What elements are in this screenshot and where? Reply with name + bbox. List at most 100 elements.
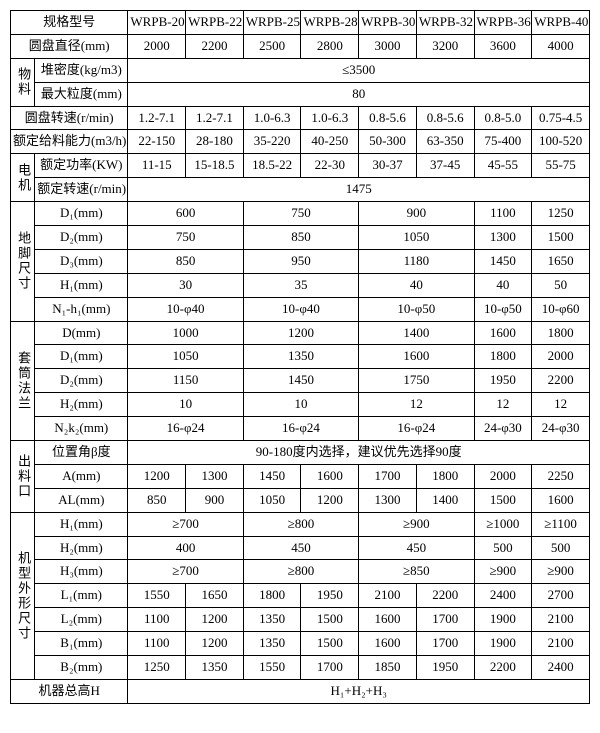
row-label: D₁(mm) bbox=[35, 345, 128, 369]
table-row: 规格型号 WRPB-20 WRPB-22 WRPB-25 WRPB-28 WRP… bbox=[11, 11, 590, 35]
cell: 2400 bbox=[532, 656, 590, 680]
cell: 1.0-6.3 bbox=[301, 106, 359, 130]
cell: 1100 bbox=[128, 632, 186, 656]
cell: 10-φ50 bbox=[474, 297, 532, 321]
cell: 1250 bbox=[532, 202, 590, 226]
row-label: 堆密度(kg/m3) bbox=[35, 58, 128, 82]
cell: 1400 bbox=[416, 488, 474, 512]
row-label: 位置角β度 bbox=[35, 441, 128, 465]
row-label: N₂k₂(mm) bbox=[35, 417, 128, 441]
cell: 1200 bbox=[128, 464, 186, 488]
cell: 500 bbox=[532, 536, 590, 560]
cell: 45-55 bbox=[474, 154, 532, 178]
cell: 1050 bbox=[128, 345, 243, 369]
cell: 850 bbox=[128, 249, 243, 273]
cell: ≥1100 bbox=[532, 512, 590, 536]
cell: 15-18.5 bbox=[186, 154, 244, 178]
cell: 850 bbox=[128, 488, 186, 512]
cell: 2200 bbox=[532, 369, 590, 393]
cell: 2500 bbox=[243, 34, 301, 58]
row-label: 额定给料能力(m3/h) bbox=[11, 130, 128, 154]
cell: 1050 bbox=[359, 226, 474, 250]
cell: 18.5-22 bbox=[243, 154, 301, 178]
cell: 100-520 bbox=[532, 130, 590, 154]
cell: ≥800 bbox=[243, 560, 358, 584]
row-label: 机器总高H bbox=[11, 679, 128, 703]
table-row: D₂(mm) 750 850 1050 1300 1500 bbox=[11, 226, 590, 250]
table-row: D₁(mm) 1050 1350 1600 1800 2000 bbox=[11, 345, 590, 369]
row-label: D₃(mm) bbox=[35, 249, 128, 273]
table-row: D₃(mm) 850 950 1180 1450 1650 bbox=[11, 249, 590, 273]
table-row: L₁(mm) 1550 1650 1800 1950 2100 2200 240… bbox=[11, 584, 590, 608]
cell: 1800 bbox=[474, 345, 532, 369]
cell: 10 bbox=[243, 393, 358, 417]
table-row: D₂(mm) 1150 1450 1750 1950 2200 bbox=[11, 369, 590, 393]
cell: 1350 bbox=[243, 632, 301, 656]
table-row: N₁-h₁(mm) 10-φ40 10-φ40 10-φ50 10-φ50 10… bbox=[11, 297, 590, 321]
cell: 0.8-5.6 bbox=[416, 106, 474, 130]
cell: 3200 bbox=[416, 34, 474, 58]
cell: 1550 bbox=[243, 656, 301, 680]
cell: 1300 bbox=[359, 488, 417, 512]
cell: 1850 bbox=[359, 656, 417, 680]
cell: 1800 bbox=[416, 464, 474, 488]
cell: 0.8-5.6 bbox=[359, 106, 417, 130]
cell: 10-φ40 bbox=[128, 297, 243, 321]
cell: 40-250 bbox=[301, 130, 359, 154]
header-model: WRPB-25 bbox=[243, 11, 301, 35]
cell: 1450 bbox=[243, 464, 301, 488]
cell: 3000 bbox=[359, 34, 417, 58]
cell: 1600 bbox=[359, 632, 417, 656]
table-row: 电机 额定功率(KW) 11-15 15-18.5 18.5-22 22-30 … bbox=[11, 154, 590, 178]
cell: 1500 bbox=[301, 632, 359, 656]
cell: 600 bbox=[128, 202, 243, 226]
table-row: 机器总高H H₁+H₂+H₃ bbox=[11, 679, 590, 703]
group-label-motor: 电机 bbox=[11, 154, 35, 202]
spec-table: 规格型号 WRPB-20 WRPB-22 WRPB-25 WRPB-28 WRP… bbox=[10, 10, 590, 704]
group-label-outlet: 出料口 bbox=[11, 441, 35, 513]
cell: 1.2-7.1 bbox=[186, 106, 244, 130]
table-row: N₂k₂(mm) 16-φ24 16-φ24 16-φ24 24-φ30 24-… bbox=[11, 417, 590, 441]
cell: 3600 bbox=[474, 34, 532, 58]
row-label: A(mm) bbox=[35, 464, 128, 488]
cell: 28-180 bbox=[186, 130, 244, 154]
cell: 1800 bbox=[532, 321, 590, 345]
cell: 1950 bbox=[416, 656, 474, 680]
cell: 1750 bbox=[359, 369, 474, 393]
row-label: 圆盘直径(mm) bbox=[11, 34, 128, 58]
cell: 1800 bbox=[243, 584, 301, 608]
table-row: H₃(mm) ≥700 ≥800 ≥850 ≥900 ≥900 bbox=[11, 560, 590, 584]
table-row: H₂(mm) 400 450 450 500 500 bbox=[11, 536, 590, 560]
cell: 1900 bbox=[474, 632, 532, 656]
row-label: 额定转速(r/min) bbox=[35, 178, 128, 202]
header-model: WRPB-28 bbox=[301, 11, 359, 35]
cell: 24-φ30 bbox=[532, 417, 590, 441]
cell: 850 bbox=[243, 226, 358, 250]
row-label: AL(mm) bbox=[35, 488, 128, 512]
cell: ≥700 bbox=[128, 512, 243, 536]
cell: 1650 bbox=[186, 584, 244, 608]
cell: 1180 bbox=[359, 249, 474, 273]
cell: 11-15 bbox=[128, 154, 186, 178]
table-row: B₁(mm) 1100 1200 1350 1500 1600 1700 190… bbox=[11, 632, 590, 656]
row-label: H₃(mm) bbox=[35, 560, 128, 584]
row-label: 额定功率(KW) bbox=[35, 154, 128, 178]
cell: 0.8-5.0 bbox=[474, 106, 532, 130]
cell: 1600 bbox=[301, 464, 359, 488]
cell: 400 bbox=[128, 536, 243, 560]
header-spec: 规格型号 bbox=[11, 11, 128, 35]
cell: 2200 bbox=[474, 656, 532, 680]
cell: ≥800 bbox=[243, 512, 358, 536]
row-label: L₁(mm) bbox=[35, 584, 128, 608]
group-label-overall: 机型外形尺寸 bbox=[11, 512, 35, 679]
cell: 1200 bbox=[186, 632, 244, 656]
cell: 16-φ24 bbox=[359, 417, 474, 441]
cell: 37-45 bbox=[416, 154, 474, 178]
cell: 90-180度内选择，建议优先选择90度 bbox=[128, 441, 590, 465]
cell: 1700 bbox=[416, 608, 474, 632]
cell: 0.75-4.5 bbox=[532, 106, 590, 130]
cell: 1000 bbox=[128, 321, 243, 345]
cell: 2250 bbox=[532, 464, 590, 488]
cell: 2100 bbox=[532, 632, 590, 656]
cell: 2800 bbox=[301, 34, 359, 58]
